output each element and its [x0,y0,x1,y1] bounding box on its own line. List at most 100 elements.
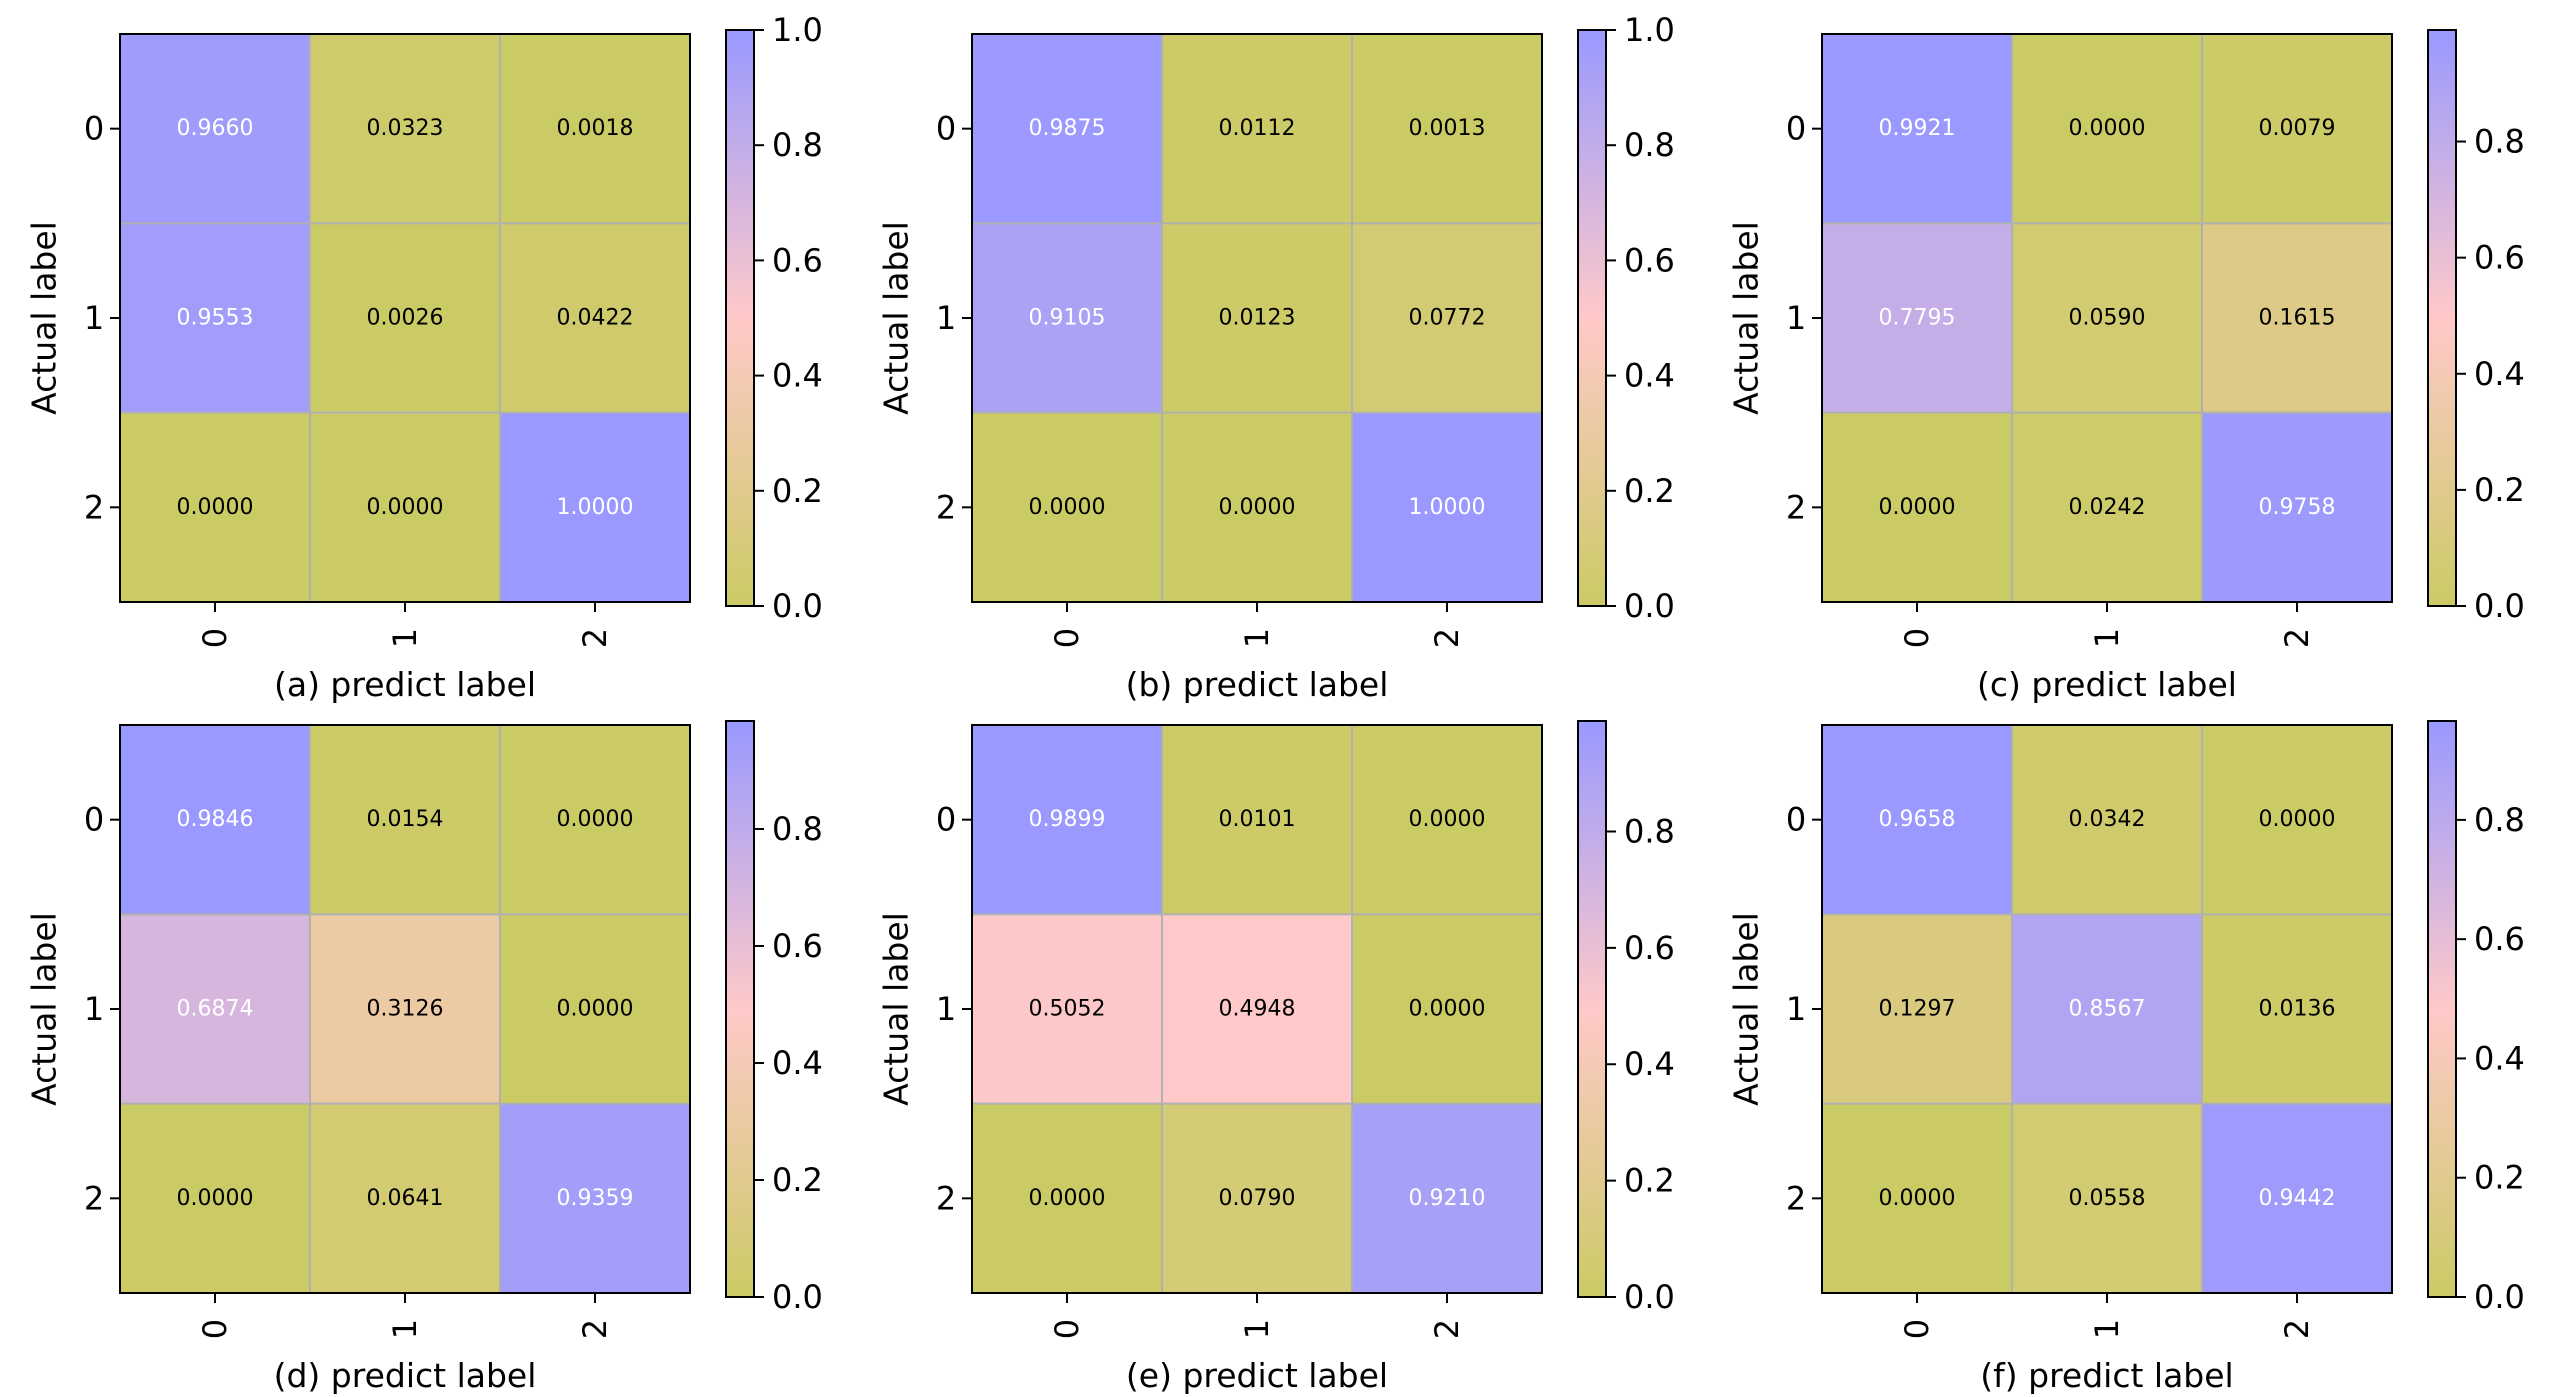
matrix-cell [1352,412,1542,602]
cell-value-label: 0.9553 [177,306,254,331]
colorbar-tick-label: 0.2 [772,1161,823,1199]
matrix-cell [1162,412,1352,602]
colorbar-tick-label: 0.8 [1624,812,1675,850]
colorbar-tick-label: 0.6 [1624,929,1675,967]
matrix-cell [972,223,1162,413]
matrix-cell [120,34,310,224]
colorbar-tick-label: 0.0 [772,1278,823,1316]
matrix-cell [120,412,310,602]
cell-value-label: 0.0790 [1219,1186,1296,1211]
y-tick-label: 0 [1786,110,1806,148]
x-axis-label: (d) predict label [274,1356,537,1395]
x-axis-label: (a) predict label [274,665,536,704]
cell-value-label: 0.0000 [367,495,444,520]
matrix-cell [972,412,1162,602]
y-tick-label: 1 [84,299,104,337]
cell-value-label: 1.0000 [1409,495,1486,520]
y-axis-label: Actual label [877,221,916,415]
colorbar-tick-label: 0.6 [1624,241,1675,279]
matrix-cell [1352,725,1542,915]
colorbar-tick-label: 0.4 [1624,357,1675,395]
colorbar [2427,29,2457,607]
matrix-cell [1162,34,1352,224]
cell-value-label: 0.7795 [1879,306,1956,331]
x-axis-label: (c) predict label [1977,665,2237,704]
cell-value-label: 0.0000 [1409,997,1486,1022]
cell-value-label: 0.6874 [177,997,254,1022]
cell-value-label: 0.0422 [557,306,634,331]
cell-value-label: 0.9899 [1029,807,1106,832]
colorbar-tick-label: 0.0 [1624,587,1675,625]
cell-value-label: 0.1615 [2259,306,2336,331]
matrix-cell [1822,412,2012,602]
y-tick-label: 2 [1786,488,1806,526]
colorbar-tick-label: 0.6 [772,241,823,279]
cell-value-label: 0.0018 [557,116,634,141]
y-tick-label: 2 [84,488,104,526]
cell-value-label: 0.0242 [2069,495,2146,520]
y-tick-label: 1 [936,990,956,1028]
y-axis-label: Actual label [25,221,64,415]
cell-value-label: 0.9210 [1409,1186,1486,1211]
y-tick-label: 1 [84,990,104,1028]
colorbar-tick-label: 0.6 [2474,920,2525,958]
matrix-cell [2012,914,2202,1104]
y-tick-label: 2 [84,1179,104,1217]
colorbar-tick-label: 0.2 [1624,1162,1675,1200]
cell-value-label: 1.0000 [557,495,634,520]
colorbar [2427,720,2457,1298]
matrix-cell [2202,1103,2392,1293]
cell-value-label: 0.0112 [1219,116,1296,141]
matrix-cell [310,914,500,1104]
colorbar-tick-label: 0.0 [2474,587,2525,625]
matrix-cell [310,223,500,413]
matrix-cell [2012,412,2202,602]
colorbar-tick-label: 0.0 [2474,1278,2525,1316]
x-tick-label: 1 [2088,628,2126,648]
cell-value-label: 0.9359 [557,1186,634,1211]
matrix-cell [2202,223,2392,413]
matrix-cell [972,1103,1162,1293]
matrix-cell [1352,914,1542,1104]
x-tick-label: 0 [1048,628,1086,648]
matrix-cell [310,1103,500,1293]
matrix-cell [1822,725,2012,915]
matrix-cell [972,34,1162,224]
matrix-cell [2012,1103,2202,1293]
y-axis-label: Actual label [877,912,916,1106]
matrix-cell [1352,34,1542,224]
y-axis-label: Actual label [1727,912,1766,1106]
x-tick-label: 0 [196,628,234,648]
matrix-cell [2202,725,2392,915]
matrix-cell [120,1103,310,1293]
cell-value-label: 0.0590 [2069,306,2146,331]
y-tick-label: 1 [1786,990,1806,1028]
colorbar-tick-label: 1.0 [772,11,823,49]
matrix-cell [120,914,310,1104]
x-tick-label: 1 [386,628,424,648]
colorbar-tick-label: 0.8 [772,126,823,164]
cell-value-label: 0.0000 [2069,116,2146,141]
matrix-cell [2012,725,2202,915]
colorbar-tick-label: 0.2 [1624,472,1675,510]
colorbar-tick-label: 0.8 [2474,801,2525,839]
cell-value-label: 0.0000 [177,495,254,520]
cell-value-label: 0.0000 [1879,1186,1956,1211]
cell-value-label: 0.0000 [1219,495,1296,520]
colorbar-tick-label: 0.0 [772,587,823,625]
matrix-cell [1352,223,1542,413]
cell-value-label: 0.0000 [557,997,634,1022]
matrix-cell [310,725,500,915]
matrix-cell [1822,223,2012,413]
colorbar [725,29,755,607]
colorbar-tick-label: 1.0 [1624,11,1675,49]
cell-value-label: 0.0000 [1879,495,1956,520]
cell-value-label: 0.9921 [1879,116,1956,141]
x-tick-label: 1 [2088,1319,2126,1339]
matrix-cell [2202,412,2392,602]
cell-value-label: 0.9442 [2259,1186,2336,1211]
